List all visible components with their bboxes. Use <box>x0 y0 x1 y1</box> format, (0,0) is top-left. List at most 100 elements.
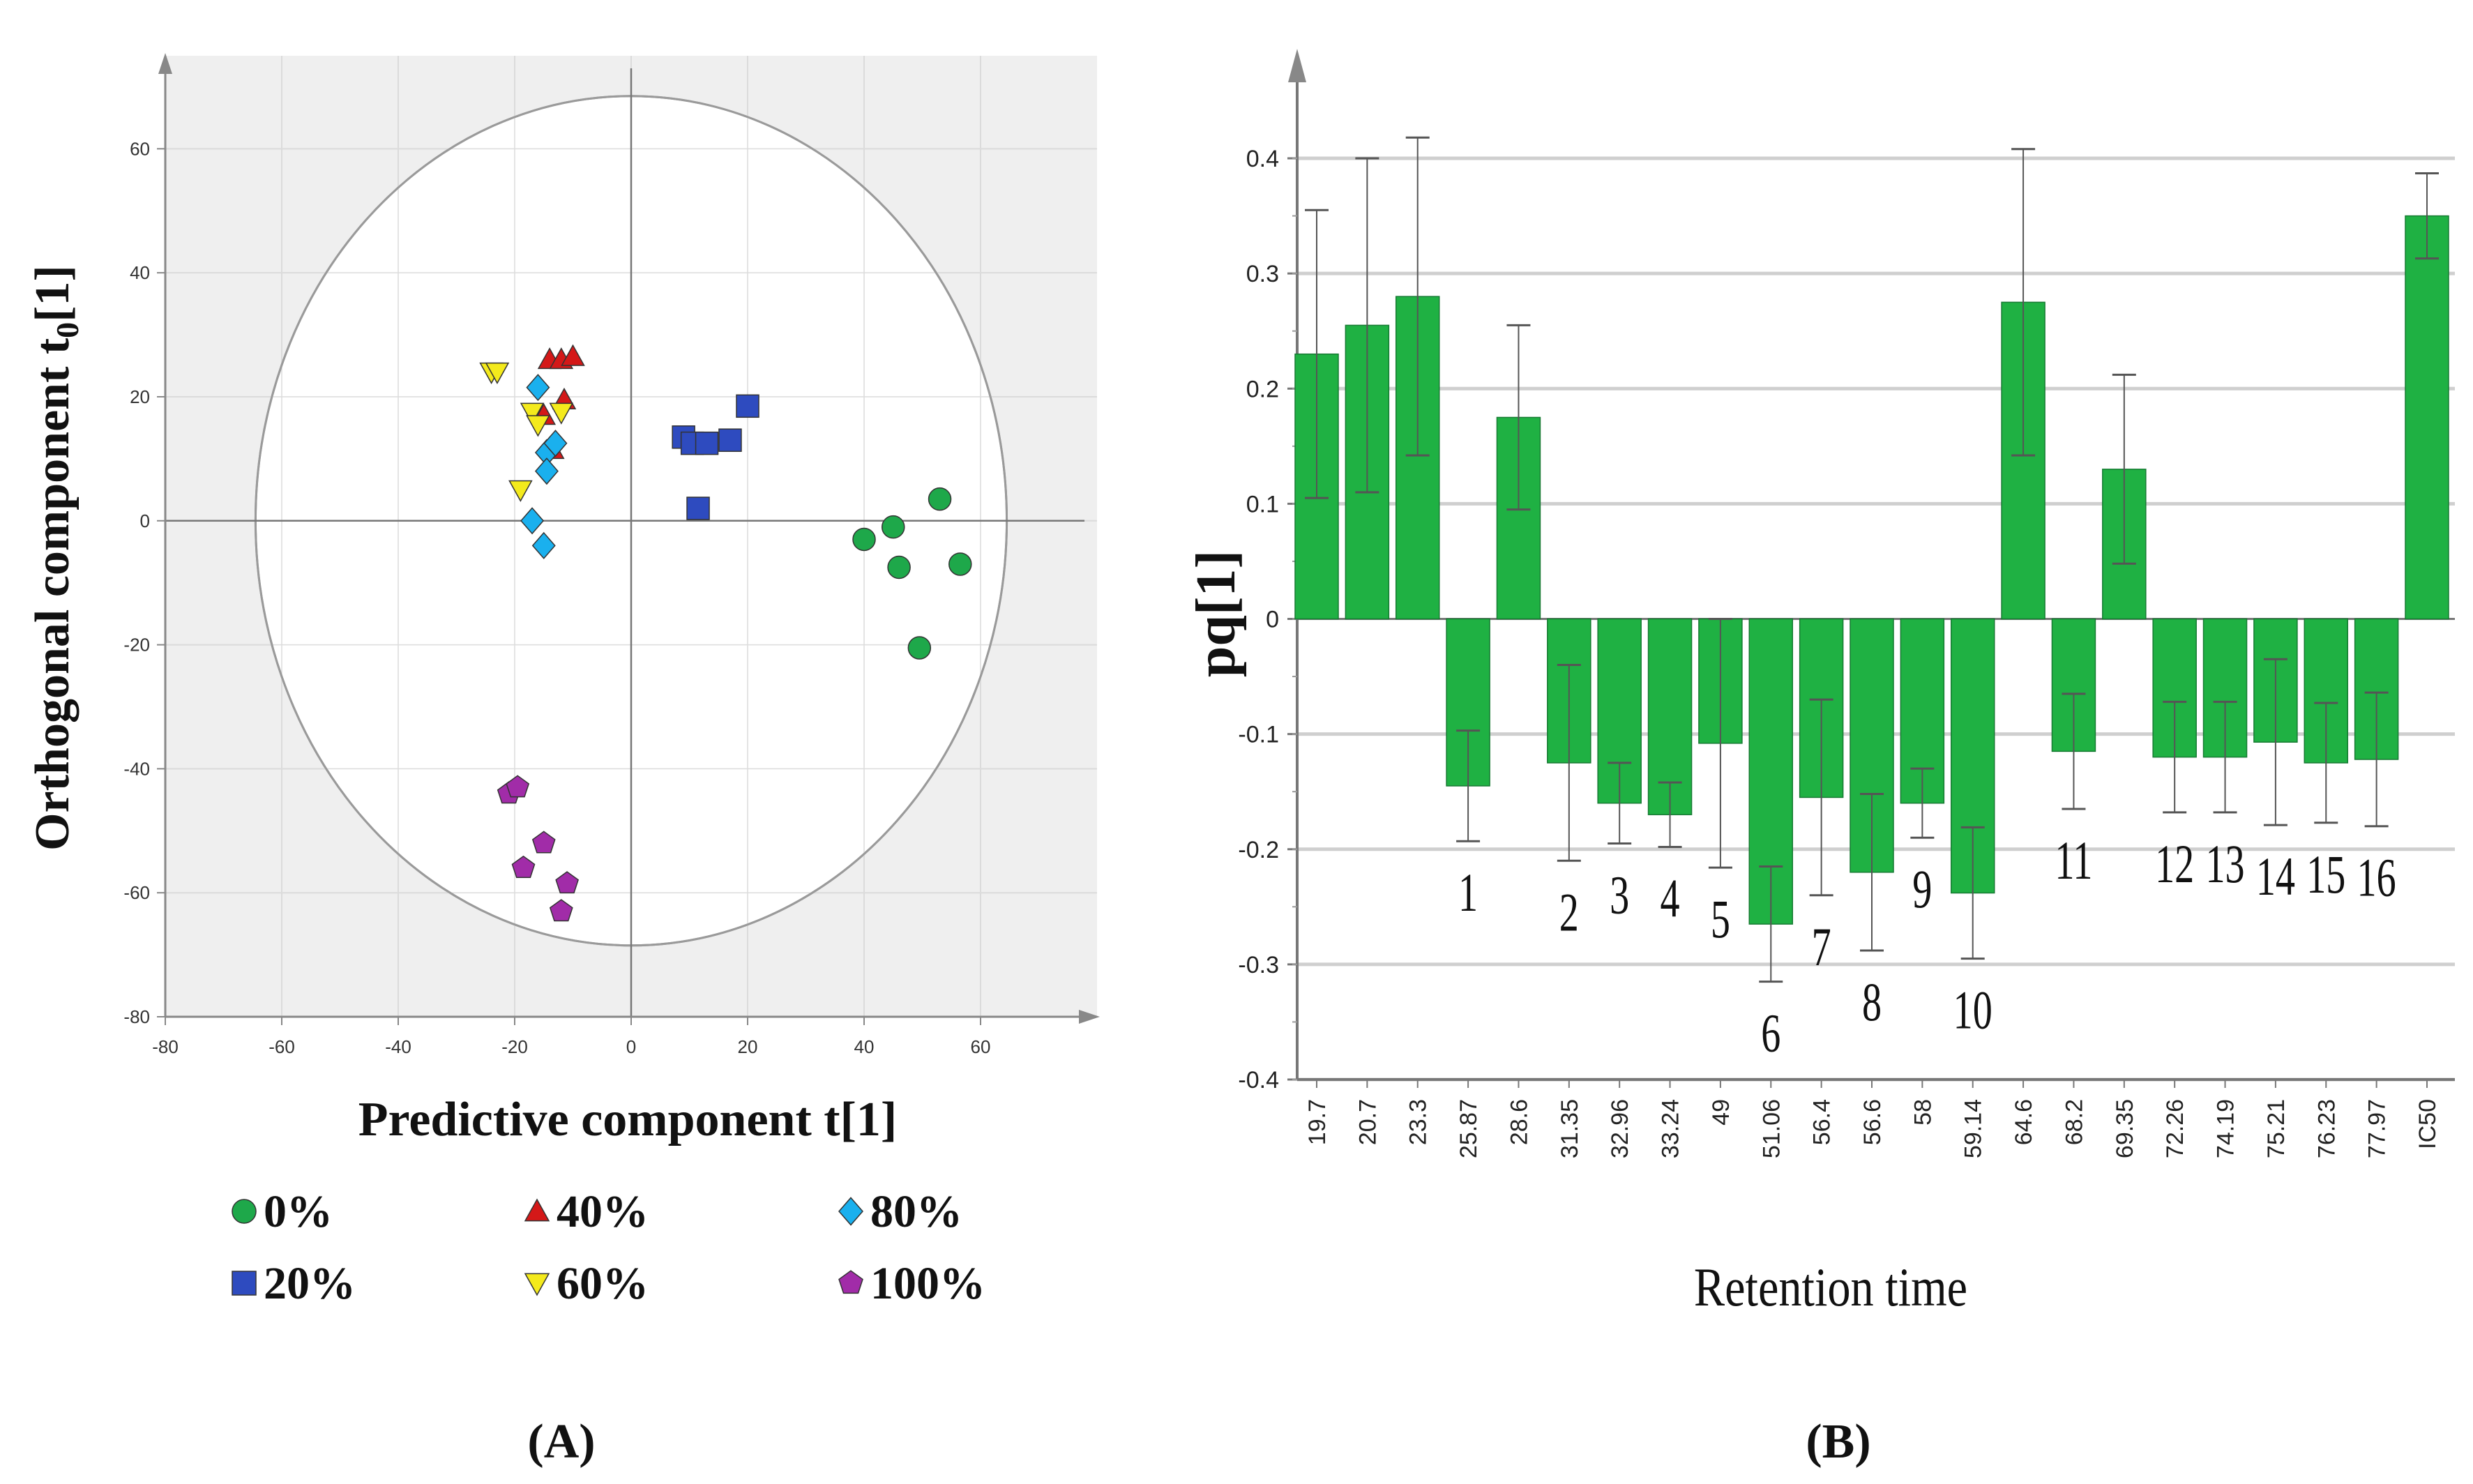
score-point-80pct <box>534 457 559 485</box>
loading-x-tick-label: 69.35 <box>2112 1099 2138 1158</box>
loading-x-tick-label: 68.2 <box>2061 1099 2087 1145</box>
score-y-tick-label: -60 <box>123 882 150 903</box>
score-x-tick-label: 60 <box>971 1036 991 1057</box>
peak-number-label: 4 <box>1661 868 1680 928</box>
score-point-100pct <box>531 831 556 854</box>
loading-y-tick-label: 0.3 <box>1246 261 1279 287</box>
legend-marker-60pct <box>524 1273 550 1296</box>
peak-number-label: 16 <box>2357 847 2396 908</box>
score-point-60pct <box>485 362 510 384</box>
loading-plot-x-label: Retention time <box>1694 1257 1967 1317</box>
score-point-0pct <box>928 487 952 511</box>
score-point-100pct <box>549 899 573 922</box>
peak-number-label: 9 <box>1912 858 1932 919</box>
legend-label-20pct: 20% <box>264 1258 356 1309</box>
panel-a-label: (A) <box>527 1415 595 1469</box>
peak-number-label: 1 <box>1458 862 1478 923</box>
score-y-tick-label: 20 <box>130 386 150 407</box>
score-x-tick-label: -20 <box>501 1036 528 1057</box>
loading-x-tick-label: 25.87 <box>1455 1099 1482 1158</box>
score-plot-tick-labels: -80 -60 -40 -20 0 20 40 60 -80 -60 -40 -20 0 20 40 60 <box>123 138 990 1057</box>
loading-y-tick-label: -0.3 <box>1238 952 1279 978</box>
loading-bar <box>2405 215 2449 620</box>
legend-marker-0pct <box>232 1199 257 1224</box>
loading-x-tick-label: 33.24 <box>1658 1099 1684 1158</box>
loading-y-tick-label: 0.1 <box>1246 491 1279 517</box>
loading-x-tick-label: IC50 <box>2414 1099 2441 1149</box>
score-y-arrow-icon <box>158 53 172 74</box>
loading-y-arrow-icon <box>1288 49 1306 82</box>
score-point-100pct <box>511 855 536 878</box>
score-point-0pct <box>907 636 932 660</box>
legend-label-100pct: 100% <box>870 1258 985 1309</box>
loading-x-tick-label: 74.19 <box>2213 1099 2239 1158</box>
score-point-20pct <box>695 431 719 455</box>
score-point-60pct <box>549 402 574 425</box>
loading-x-tick-label: 64.6 <box>2011 1099 2037 1145</box>
score-plot-panel: -80 -60 -40 -20 0 20 40 60 -80 -60 -40 -20 0 20 40 60 P… <box>26 53 1100 1469</box>
score-point-80pct <box>520 507 545 535</box>
score-plot-points <box>479 344 972 922</box>
legend-marker-100pct <box>838 1270 863 1294</box>
score-x-tick-label: 40 <box>854 1036 875 1057</box>
score-point-60pct <box>520 402 545 425</box>
peak-number-label: 12 <box>2155 833 2194 894</box>
loading-x-tick-label: 23.3 <box>1405 1099 1432 1145</box>
score-plot-axes <box>157 53 1100 1025</box>
loading-x-tick-label: 77.97 <box>2364 1099 2391 1158</box>
loading-x-tick-label: 20.7 <box>1354 1099 1381 1145</box>
score-x-tick-label: -40 <box>385 1036 411 1057</box>
loading-y-tick-label: 0.2 <box>1246 376 1279 402</box>
loading-y-tick-label: 0 <box>1266 607 1279 633</box>
score-y-tick-label: -20 <box>123 635 150 656</box>
score-plot-x-label: Predictive component t[1] <box>358 1093 897 1146</box>
score-point-80pct <box>526 374 550 402</box>
score-point-0pct <box>882 515 905 539</box>
score-y-tick-label: -80 <box>123 1006 150 1027</box>
score-plot-y-label-suffix: [1] <box>26 265 80 322</box>
peak-number-label: 7 <box>1812 916 1831 977</box>
loading-plot-tick-labels: 19.7 20.7 23.3 25.87 28.6 31.35 32.96 33.24 49 51… <box>1238 146 2441 1158</box>
score-point-20pct <box>718 428 742 452</box>
peak-number-label: 8 <box>1862 971 1882 1032</box>
loading-bar <box>1950 618 1995 894</box>
score-x-tick-label: 0 <box>626 1036 636 1057</box>
loading-x-tick-label: 58 <box>1909 1099 1936 1126</box>
score-x-arrow-icon <box>1079 1010 1100 1024</box>
score-point-0pct <box>852 527 876 552</box>
panel-b-label: (B) <box>1806 1415 1870 1469</box>
loading-y-tick-label: -0.2 <box>1238 837 1279 863</box>
score-plot-legend: 0% 40% 80% 20% 60% 100% <box>232 1186 985 1309</box>
peak-number-label: 13 <box>2205 833 2244 894</box>
peak-number-label: 14 <box>2256 846 2295 907</box>
loading-error-bars <box>1305 136 2439 983</box>
score-y-tick-label: 0 <box>140 510 150 531</box>
legend-marker-80pct <box>838 1197 863 1226</box>
legend-marker-20pct <box>232 1271 257 1296</box>
score-point-80pct <box>531 531 556 559</box>
loading-x-tick-label: 19.7 <box>1304 1099 1331 1145</box>
loading-x-tick-label: 32.96 <box>1607 1099 1633 1158</box>
loading-x-tick-label: 28.6 <box>1506 1099 1532 1145</box>
score-x-tick-label: 20 <box>738 1036 758 1057</box>
loading-x-tick-label: 31.35 <box>1557 1099 1583 1158</box>
loading-x-tick-label: 76.23 <box>2313 1099 2340 1158</box>
score-y-tick-label: 40 <box>130 262 150 283</box>
loading-x-tick-label: 75.21 <box>2263 1099 2290 1158</box>
score-point-0pct <box>887 555 911 580</box>
score-point-100pct <box>506 775 530 798</box>
score-point-60pct <box>508 480 533 502</box>
score-point-100pct <box>555 871 579 894</box>
legend-label-60pct: 60% <box>557 1258 649 1309</box>
score-y-tick-label: 60 <box>130 138 150 159</box>
score-plot-y-label: Orthogonal component t0[1] <box>26 265 85 851</box>
score-y-tick-label: -40 <box>123 758 150 779</box>
legend-label-0pct: 0% <box>264 1186 333 1237</box>
peak-number-label: 15 <box>2306 844 2345 904</box>
loading-y-tick-label: -0.1 <box>1238 722 1279 748</box>
peak-number-label: 5 <box>1711 888 1730 949</box>
legend-label-80pct: 80% <box>870 1186 962 1237</box>
loading-x-tick-label: 51.06 <box>1758 1099 1785 1158</box>
peak-number-label: 3 <box>1610 864 1629 925</box>
